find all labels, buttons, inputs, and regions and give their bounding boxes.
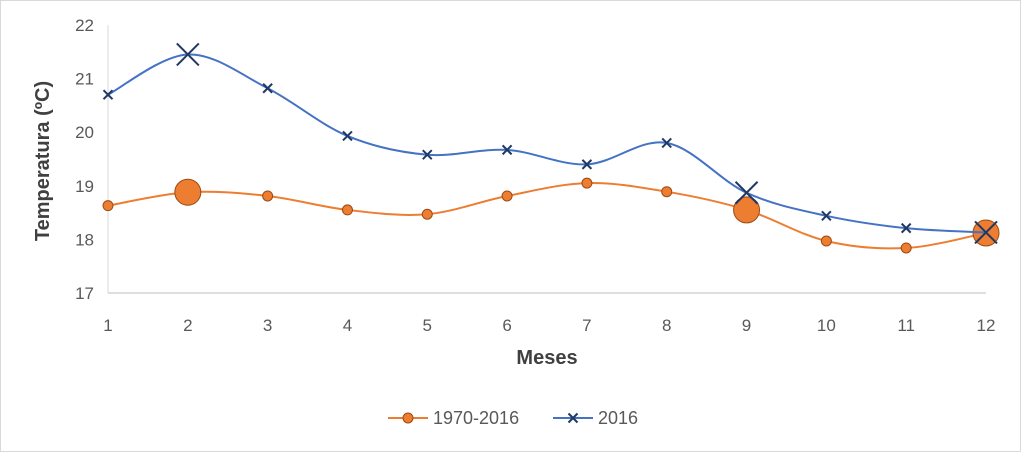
data-point	[262, 190, 274, 202]
data-point	[422, 149, 433, 160]
y-tick-label: 18	[75, 230, 94, 249]
x-tick-label: 12	[977, 316, 996, 335]
data-point	[262, 83, 273, 94]
data-point	[820, 235, 832, 247]
x-axis-title: Meses	[516, 347, 577, 369]
series-line	[107, 182, 987, 250]
y-tick-label: 22	[75, 16, 94, 35]
data-point	[821, 210, 832, 222]
data-point	[421, 208, 433, 220]
y-axis-title: Temperatura (ºC)	[32, 81, 54, 241]
y-tick-label: 20	[75, 123, 94, 142]
data-point	[501, 190, 513, 202]
x-tick-label: 2	[183, 316, 192, 335]
legend-marker	[567, 412, 579, 424]
data-point	[342, 130, 353, 142]
x-tick-label: 4	[343, 316, 352, 335]
series-2	[102, 42, 998, 245]
x-tick-label: 7	[582, 316, 591, 335]
data-point	[174, 178, 202, 206]
axes	[107, 25, 986, 294]
legend-marker	[402, 412, 414, 424]
series-1	[102, 177, 1000, 254]
data-point	[581, 177, 593, 189]
x-tick-label: 9	[742, 316, 751, 335]
series	[102, 42, 1000, 254]
data-point	[341, 204, 353, 216]
x-tick-label: 11	[897, 316, 915, 335]
x-tick-label: 8	[662, 316, 671, 335]
x-tick-label: 3	[263, 316, 272, 335]
data-point	[661, 186, 673, 198]
data-point	[176, 42, 200, 67]
legend-label: 2016	[598, 408, 638, 428]
legend-item: 2016	[553, 408, 638, 428]
data-point	[900, 242, 912, 254]
data-point	[734, 181, 759, 205]
x-tick-label: 6	[502, 316, 511, 335]
data-point	[900, 222, 912, 234]
y-tick-label: 21	[75, 70, 94, 89]
x-tick-label: 5	[423, 316, 432, 335]
series-line	[107, 53, 987, 234]
data-point	[581, 159, 593, 170]
data-point	[501, 144, 513, 156]
y-tick-label: 17	[75, 284, 94, 303]
legend-item: 1970-2016	[388, 408, 519, 428]
data-point	[102, 200, 114, 212]
x-tick-label: 10	[817, 316, 836, 335]
legend-label: 1970-2016	[433, 408, 519, 428]
x-tick-label: 1	[103, 316, 112, 335]
data-point	[661, 137, 672, 149]
data-point	[102, 89, 114, 100]
data-point	[974, 220, 998, 245]
data-point	[733, 196, 761, 224]
legend: 1970-2016 2016	[388, 408, 638, 428]
y-tick-label: 19	[75, 177, 94, 196]
